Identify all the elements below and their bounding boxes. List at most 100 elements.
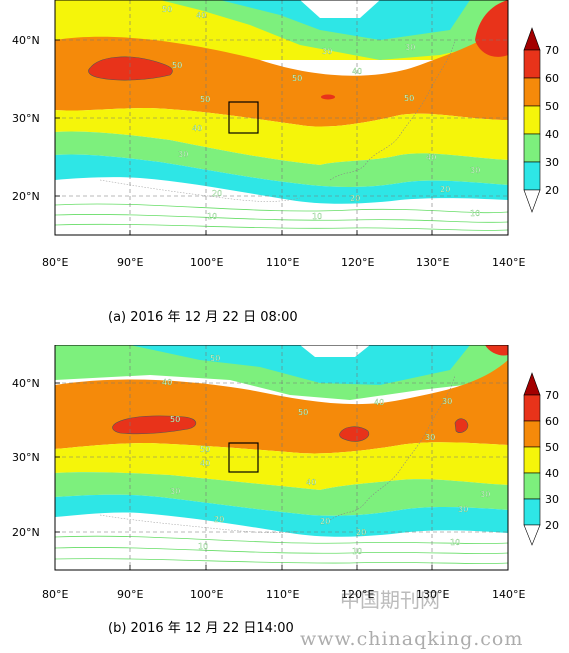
- contour-label: 50: [170, 415, 180, 424]
- contour-label: 50: [210, 354, 220, 363]
- contour-label: 40: [196, 11, 206, 20]
- x-tick-label: 110°E: [266, 256, 299, 269]
- study-area-box: [228, 101, 259, 134]
- colorbar-label: 40: [545, 128, 559, 141]
- y-tick-label: 30°N: [12, 112, 40, 125]
- contour-label: 30: [458, 505, 468, 514]
- contour-label: 50: [292, 74, 302, 83]
- x-tick-label: 100°E: [190, 256, 223, 269]
- contour-label: 40: [200, 459, 210, 468]
- band-30-40: [55, 472, 508, 516]
- contour-label: 40: [306, 478, 316, 487]
- contour-label: 30: [322, 47, 332, 56]
- panel-a: 50 50 50 40 40 50 30 30 50 40 40 30 30 2…: [0, 0, 569, 325]
- colorbar-label: 60: [545, 72, 559, 85]
- colorbar-label: 70: [545, 44, 559, 57]
- x-tick-label: 140°E: [492, 256, 525, 269]
- x-tick-label: 130°E: [416, 588, 449, 601]
- band-20-30: [55, 154, 508, 204]
- contour-label: 30: [470, 166, 480, 175]
- band-below-20-top: [300, 0, 380, 18]
- x-tick-label: 90°E: [117, 588, 143, 601]
- contour-label: 40: [162, 378, 172, 387]
- colorbar-label: 30: [545, 156, 559, 169]
- contour-label: 30: [405, 43, 415, 52]
- contour-label: 50: [298, 408, 308, 417]
- contour-label: 50: [162, 5, 172, 14]
- contour-label: 20: [320, 517, 330, 526]
- band-40-50: [55, 108, 508, 165]
- band-60-70-w: [112, 415, 197, 435]
- colorbar-label: 50: [545, 441, 559, 454]
- x-tick-label: 140°E: [492, 588, 525, 601]
- caption-a: (a) 2016 年 12 月 22 日 08:00: [108, 310, 298, 325]
- contour-label: 10: [352, 547, 362, 556]
- contour-label: 30: [425, 433, 435, 442]
- contour-label: 30: [480, 490, 490, 499]
- contour-label: 30: [178, 150, 188, 159]
- band-20-30-top: [130, 345, 470, 385]
- contour-label: 10: [207, 212, 217, 221]
- band-40-50: [55, 442, 508, 490]
- x-tick-label: 90°E: [117, 256, 143, 269]
- band-20-30: [55, 494, 508, 537]
- contour-label: 30: [442, 397, 452, 406]
- colorbar-label: 50: [545, 100, 559, 113]
- x-tick-label: 130°E: [416, 256, 449, 269]
- contour-label: 30: [170, 487, 180, 496]
- band-60-70-w: [88, 56, 173, 81]
- band-30-40: [55, 131, 508, 188]
- colorbar-label: 30: [545, 493, 559, 506]
- contour-label: 10: [312, 212, 322, 221]
- contour-label: 50: [200, 445, 210, 454]
- x-tick-label: 120°E: [341, 588, 374, 601]
- colorbar-label: 20: [545, 184, 559, 197]
- colorbar-label: 60: [545, 415, 559, 428]
- y-tick-label: 40°N: [12, 377, 40, 390]
- contour-label: 50: [172, 61, 182, 70]
- colorbar-label: 20: [545, 519, 559, 532]
- contour-label: 40: [192, 124, 202, 133]
- x-tick-label: 80°E: [42, 588, 68, 601]
- contour-label: 10: [450, 538, 460, 547]
- contour-label: 20: [212, 189, 222, 198]
- band-below-20-top: [300, 345, 370, 357]
- x-tick-label: 80°E: [42, 256, 68, 269]
- y-tick-label: 40°N: [12, 34, 40, 47]
- band-60-70-mid: [339, 426, 370, 442]
- colorbar: 70 60 50 40 30 20: [523, 372, 559, 546]
- x-tick-label: 110°E: [266, 588, 299, 601]
- contour-label: 40: [374, 398, 384, 407]
- band-60-70-ne: [485, 345, 508, 356]
- contour-label: 50: [404, 94, 414, 103]
- study-area-box: [228, 442, 259, 473]
- contour-label: 20: [356, 528, 366, 537]
- contour-label: 50: [200, 95, 210, 104]
- band-60-70-mid: [321, 94, 335, 100]
- x-tick-label: 120°E: [341, 256, 374, 269]
- colorbar-label: 70: [545, 389, 559, 402]
- y-tick-label: 30°N: [12, 451, 40, 464]
- y-tick-label: 20°N: [12, 526, 40, 539]
- contour-label: 20: [350, 194, 360, 203]
- contour-label: 10: [198, 542, 208, 551]
- watermark-url: www.chinaqking.com: [300, 628, 524, 650]
- band-60-70-e: [454, 418, 469, 433]
- map-a: 50 50 50 40 40 50 30 30 50 40 40 30 30 2…: [12, 0, 559, 269]
- colorbar-label: 40: [545, 467, 559, 480]
- contour-label: 20: [214, 515, 224, 524]
- colorbar: 70 60 50 40 30 20: [523, 27, 559, 213]
- contour-label: 40: [352, 67, 362, 76]
- watermark-cn: 中国期刊网: [340, 588, 440, 612]
- band-50-60: [55, 20, 508, 127]
- panel-b: 50 40 50 40 50 50 40 30 30 40 30 30 30 2…: [0, 344, 569, 645]
- x-tick-label: 100°E: [190, 588, 223, 601]
- band-60-70-ne: [475, 0, 508, 57]
- map-b: 50 40 50 40 50 50 40 30 30 40 30 30 30 2…: [12, 344, 559, 601]
- band-20-30-top: [220, 0, 470, 40]
- y-tick-label: 20°N: [12, 190, 40, 203]
- contour-label: 40: [426, 153, 436, 162]
- caption-b: (b) 2016 年 12 月 22 日14:00: [108, 621, 294, 636]
- contour-label: 20: [440, 185, 450, 194]
- contour-label: 10: [470, 209, 480, 218]
